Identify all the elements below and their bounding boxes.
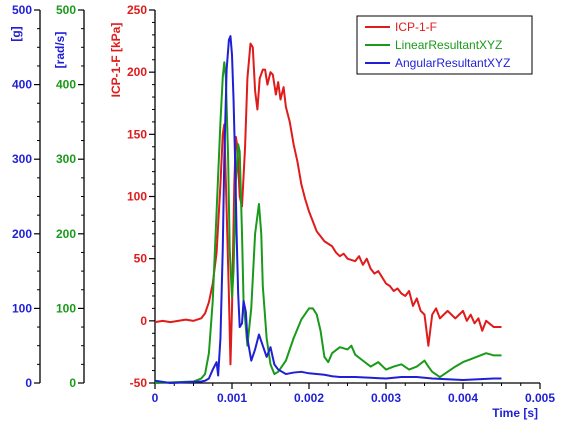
axis-label-g: [g]: [9, 26, 23, 41]
tick-label-kpa: 250: [127, 3, 147, 17]
series: [154, 35, 502, 384]
tick-label-time: 0.002: [294, 391, 324, 405]
tick-label-g: 0: [25, 376, 32, 390]
legend-label: ICP-1-F: [395, 20, 437, 34]
tick-label-time: 0: [152, 391, 159, 405]
tick-label-rads: 100: [56, 301, 76, 315]
legend: ICP-1-F LinearResultantXYZ AngularResultan…: [356, 15, 533, 75]
tick-label-g: 500: [12, 3, 32, 17]
tick-label-kpa: 50: [134, 252, 148, 266]
legend-label: LinearResultantXYZ: [395, 38, 502, 52]
tick-label-time: 0.004: [448, 391, 478, 405]
legend-label: AngularResultantXYZ: [395, 56, 510, 70]
tick-label-g: 200: [12, 227, 32, 241]
axis-label-time: Time [s]: [492, 406, 538, 420]
tick-label-rads: 400: [56, 78, 76, 92]
axis-label-rads: [rad/s]: [53, 32, 67, 69]
tick-label-time: 0.005: [525, 391, 555, 405]
tick-label-rads: 500: [56, 3, 76, 17]
tick-label-rads: 0: [69, 376, 76, 390]
tick-label-g: 300: [12, 152, 32, 166]
tick-label-time: 0.003: [371, 391, 401, 405]
ticks: 0 100 200 300 400 500 0 100 200 300 400 500 -50 0 50 10…: [12, 3, 555, 405]
series-line-angularresultantxyz: [154, 35, 502, 384]
tick-label-kpa: 200: [127, 65, 147, 79]
tick-label-rads: 300: [56, 152, 76, 166]
tick-label-kpa: 150: [127, 127, 147, 141]
series-line-icp-1-f: [154, 42, 502, 366]
tick-label-g: 400: [12, 78, 32, 92]
series-line-linearresultantxyz: [154, 61, 502, 384]
tick-label-g: 100: [12, 301, 32, 315]
tick-label-time: 0.001: [217, 391, 247, 405]
tick-label-kpa: 100: [127, 190, 147, 204]
tick-label-kpa: -50: [130, 376, 148, 390]
tick-label-rads: 200: [56, 227, 76, 241]
axis-label-kpa: ICP-1-F [kPa]: [109, 23, 123, 98]
tick-label-kpa: 0: [140, 314, 147, 328]
